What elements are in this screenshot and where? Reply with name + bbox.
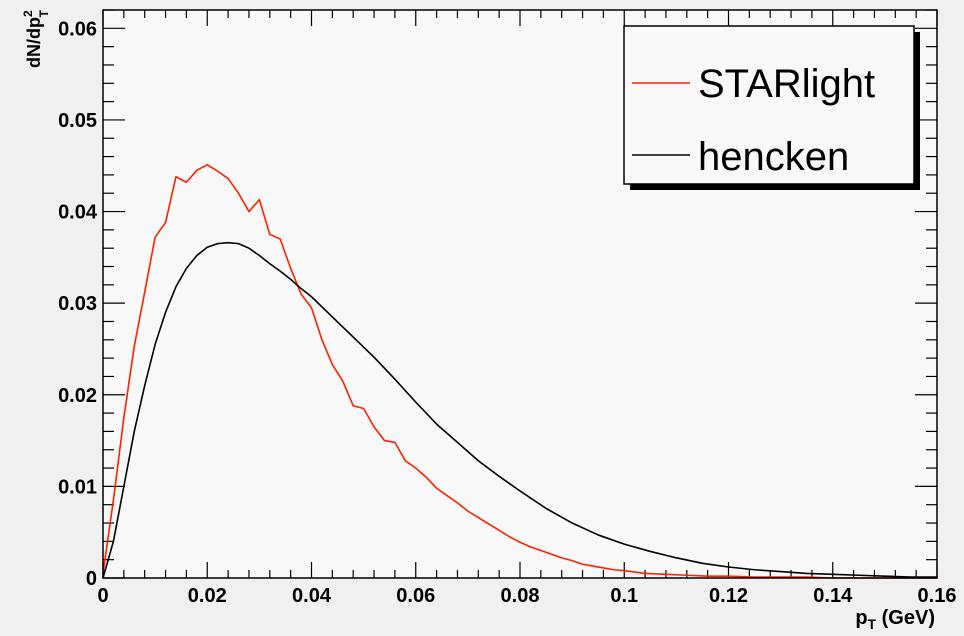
tick-labels: 0 0.02 0.04 0.06 0.08 0.1 0.12 0.14 0.16 0 0.01 0.0… — [58, 18, 956, 607]
y-tick-label: 0.01 — [58, 476, 97, 498]
y-tick-label: 0 — [86, 568, 97, 590]
y-axis-title-subscript: T — [37, 9, 51, 17]
x-tick-label: 0.06 — [396, 585, 435, 607]
y-axis-title-base: dN/dp — [24, 17, 44, 68]
x-tick-label: 0 — [97, 585, 108, 607]
legend-label-hencken: hencken — [698, 135, 849, 179]
y-tick-label: 0.06 — [58, 18, 97, 40]
plot-frame — [102, 9, 938, 579]
y-tick-label: 0.05 — [58, 110, 97, 132]
series-layer — [102, 164, 937, 579]
x-tick-label: 0.12 — [709, 585, 748, 607]
x-axis-title: pT (GeV) — [855, 607, 935, 632]
x-tick-label: 0.04 — [292, 585, 332, 607]
x-axis-title-subscript: T — [868, 616, 877, 632]
y-tick-label: 0.02 — [58, 385, 97, 407]
x-tick-label: 0.02 — [188, 585, 227, 607]
legend-box — [623, 25, 915, 185]
y-axis-title-superscript: 2 — [21, 10, 35, 17]
y-axis-title: dN/dp2 T — [21, 9, 51, 68]
series-line-starlight — [102, 164, 937, 579]
x-axis-title-base: p — [855, 607, 867, 629]
x-tick-label: 0.08 — [501, 585, 540, 607]
legend-label-starlight: STARlight — [698, 62, 875, 106]
x-tick-label: 0.16 — [918, 585, 957, 607]
x-tick-label: 0.1 — [610, 585, 638, 607]
y-tick-label: 0.03 — [58, 293, 97, 315]
x-axis-title-rest: (GeV) — [876, 607, 935, 629]
series-line-hencken — [102, 241, 937, 579]
x-tick-label: 0.14 — [813, 585, 853, 607]
legend: STARlight hencken — [623, 25, 920, 190]
y-tick-label: 0.04 — [58, 202, 98, 224]
